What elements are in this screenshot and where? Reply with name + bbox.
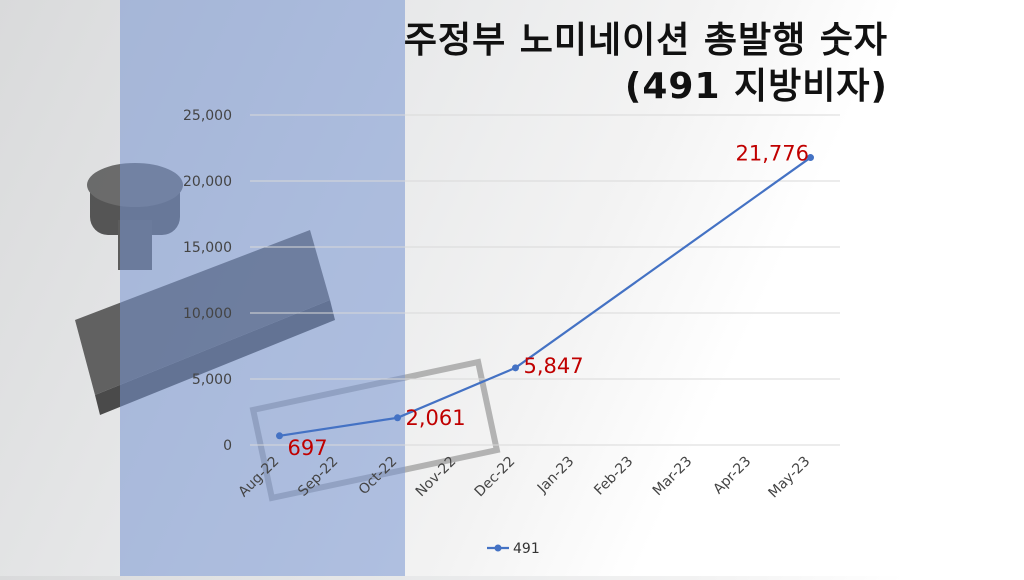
data-label: 21,776	[736, 142, 809, 166]
series-line	[279, 156, 812, 437]
legend-marker	[494, 544, 502, 552]
x-tick-label: Dec-22	[472, 454, 519, 501]
x-tick-label: Apr-23	[710, 454, 754, 498]
y-tick-label: 5,000	[192, 372, 232, 388]
x-tick-label: Nov-22	[413, 454, 460, 501]
y-tick-label: 10,000	[183, 306, 232, 322]
y-tick-label: 0	[223, 438, 232, 454]
x-tick-label: Jan-23	[534, 454, 577, 497]
y-tick-label: 25,000	[183, 108, 232, 124]
blue-highlight-panel	[120, 0, 405, 576]
data-label: 697	[288, 436, 328, 460]
data-point	[394, 414, 401, 422]
x-tick-label: Feb-23	[591, 454, 636, 499]
legend-label: 491	[513, 541, 540, 557]
x-tick-label: May-23	[766, 454, 814, 502]
white-wedge	[640, 200, 1024, 576]
chart-title-line-1: 주정부 노미네이션 총발행 숫자	[403, 20, 888, 61]
y-tick-label: 15,000	[183, 240, 232, 256]
chart-title: 주정부 노미네이션 총발행 숫자 (491 지방비자)	[404, 18, 888, 110]
x-tick-label: Sep-22	[295, 454, 341, 500]
data-point	[807, 154, 814, 162]
data-point	[276, 432, 283, 440]
data-point	[512, 364, 519, 372]
chart-title-line-2: (491 지방비자)	[624, 66, 888, 107]
x-tick-label: Aug-22	[236, 454, 283, 501]
y-tick-label: 20,000	[183, 174, 232, 190]
data-label: 2,061	[406, 406, 466, 430]
x-tick-label: Oct-22	[356, 454, 401, 499]
x-tick-label: Mar-23	[650, 454, 696, 500]
data-label: 5,847	[524, 354, 584, 378]
